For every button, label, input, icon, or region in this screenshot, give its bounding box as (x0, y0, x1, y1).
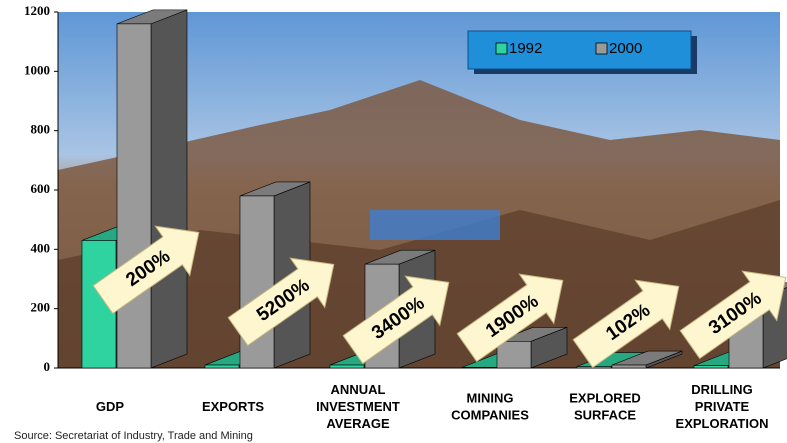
bar-front (461, 367, 497, 369)
legend-label: 2000 (609, 40, 642, 57)
x-tick-label: GDP (96, 399, 125, 414)
arrow-shape (572, 279, 680, 369)
y-tick-label: 1000 (24, 62, 50, 77)
x-tick-label: ANNUAL INVESTMENT AVERAGE (316, 382, 400, 431)
y-tick-label: 800 (31, 122, 51, 137)
y-tick-label: 600 (31, 181, 51, 196)
legend-swatch (595, 42, 608, 55)
x-tick-label: DRILLING PRIVATE EXPLORATION (676, 382, 769, 431)
bar (611, 350, 683, 369)
x-tick-label: MINING COMPANIES (451, 391, 529, 423)
arrow-shape (92, 225, 200, 315)
arrow-shape (679, 270, 787, 360)
y-tick-label: 400 (31, 240, 51, 255)
bar-front (329, 364, 365, 369)
arrow-shape (227, 257, 335, 347)
bar-front (693, 365, 729, 369)
bar-front (611, 364, 647, 369)
x-tick-label: EXPLORED SURFACE (569, 391, 641, 423)
bar-front (116, 23, 152, 369)
x-tick-label: EXPORTS (202, 399, 264, 414)
legend-label: 1992 (509, 40, 542, 57)
bar (116, 9, 188, 369)
legend-swatch (495, 42, 508, 55)
bar-side (150, 9, 188, 369)
arrow-shape (342, 275, 450, 365)
y-tick-label: 0 (44, 359, 51, 374)
y-tick-label: 1200 (24, 3, 50, 18)
arrow-shape (456, 273, 564, 363)
bar-front (496, 340, 532, 369)
buildings (370, 210, 500, 240)
source: Source: Secretariat of Industry, Trade a… (14, 430, 253, 442)
legend (467, 30, 697, 74)
bar-front (204, 364, 240, 369)
y-tick-label: 200 (31, 300, 51, 315)
bar (496, 326, 568, 369)
